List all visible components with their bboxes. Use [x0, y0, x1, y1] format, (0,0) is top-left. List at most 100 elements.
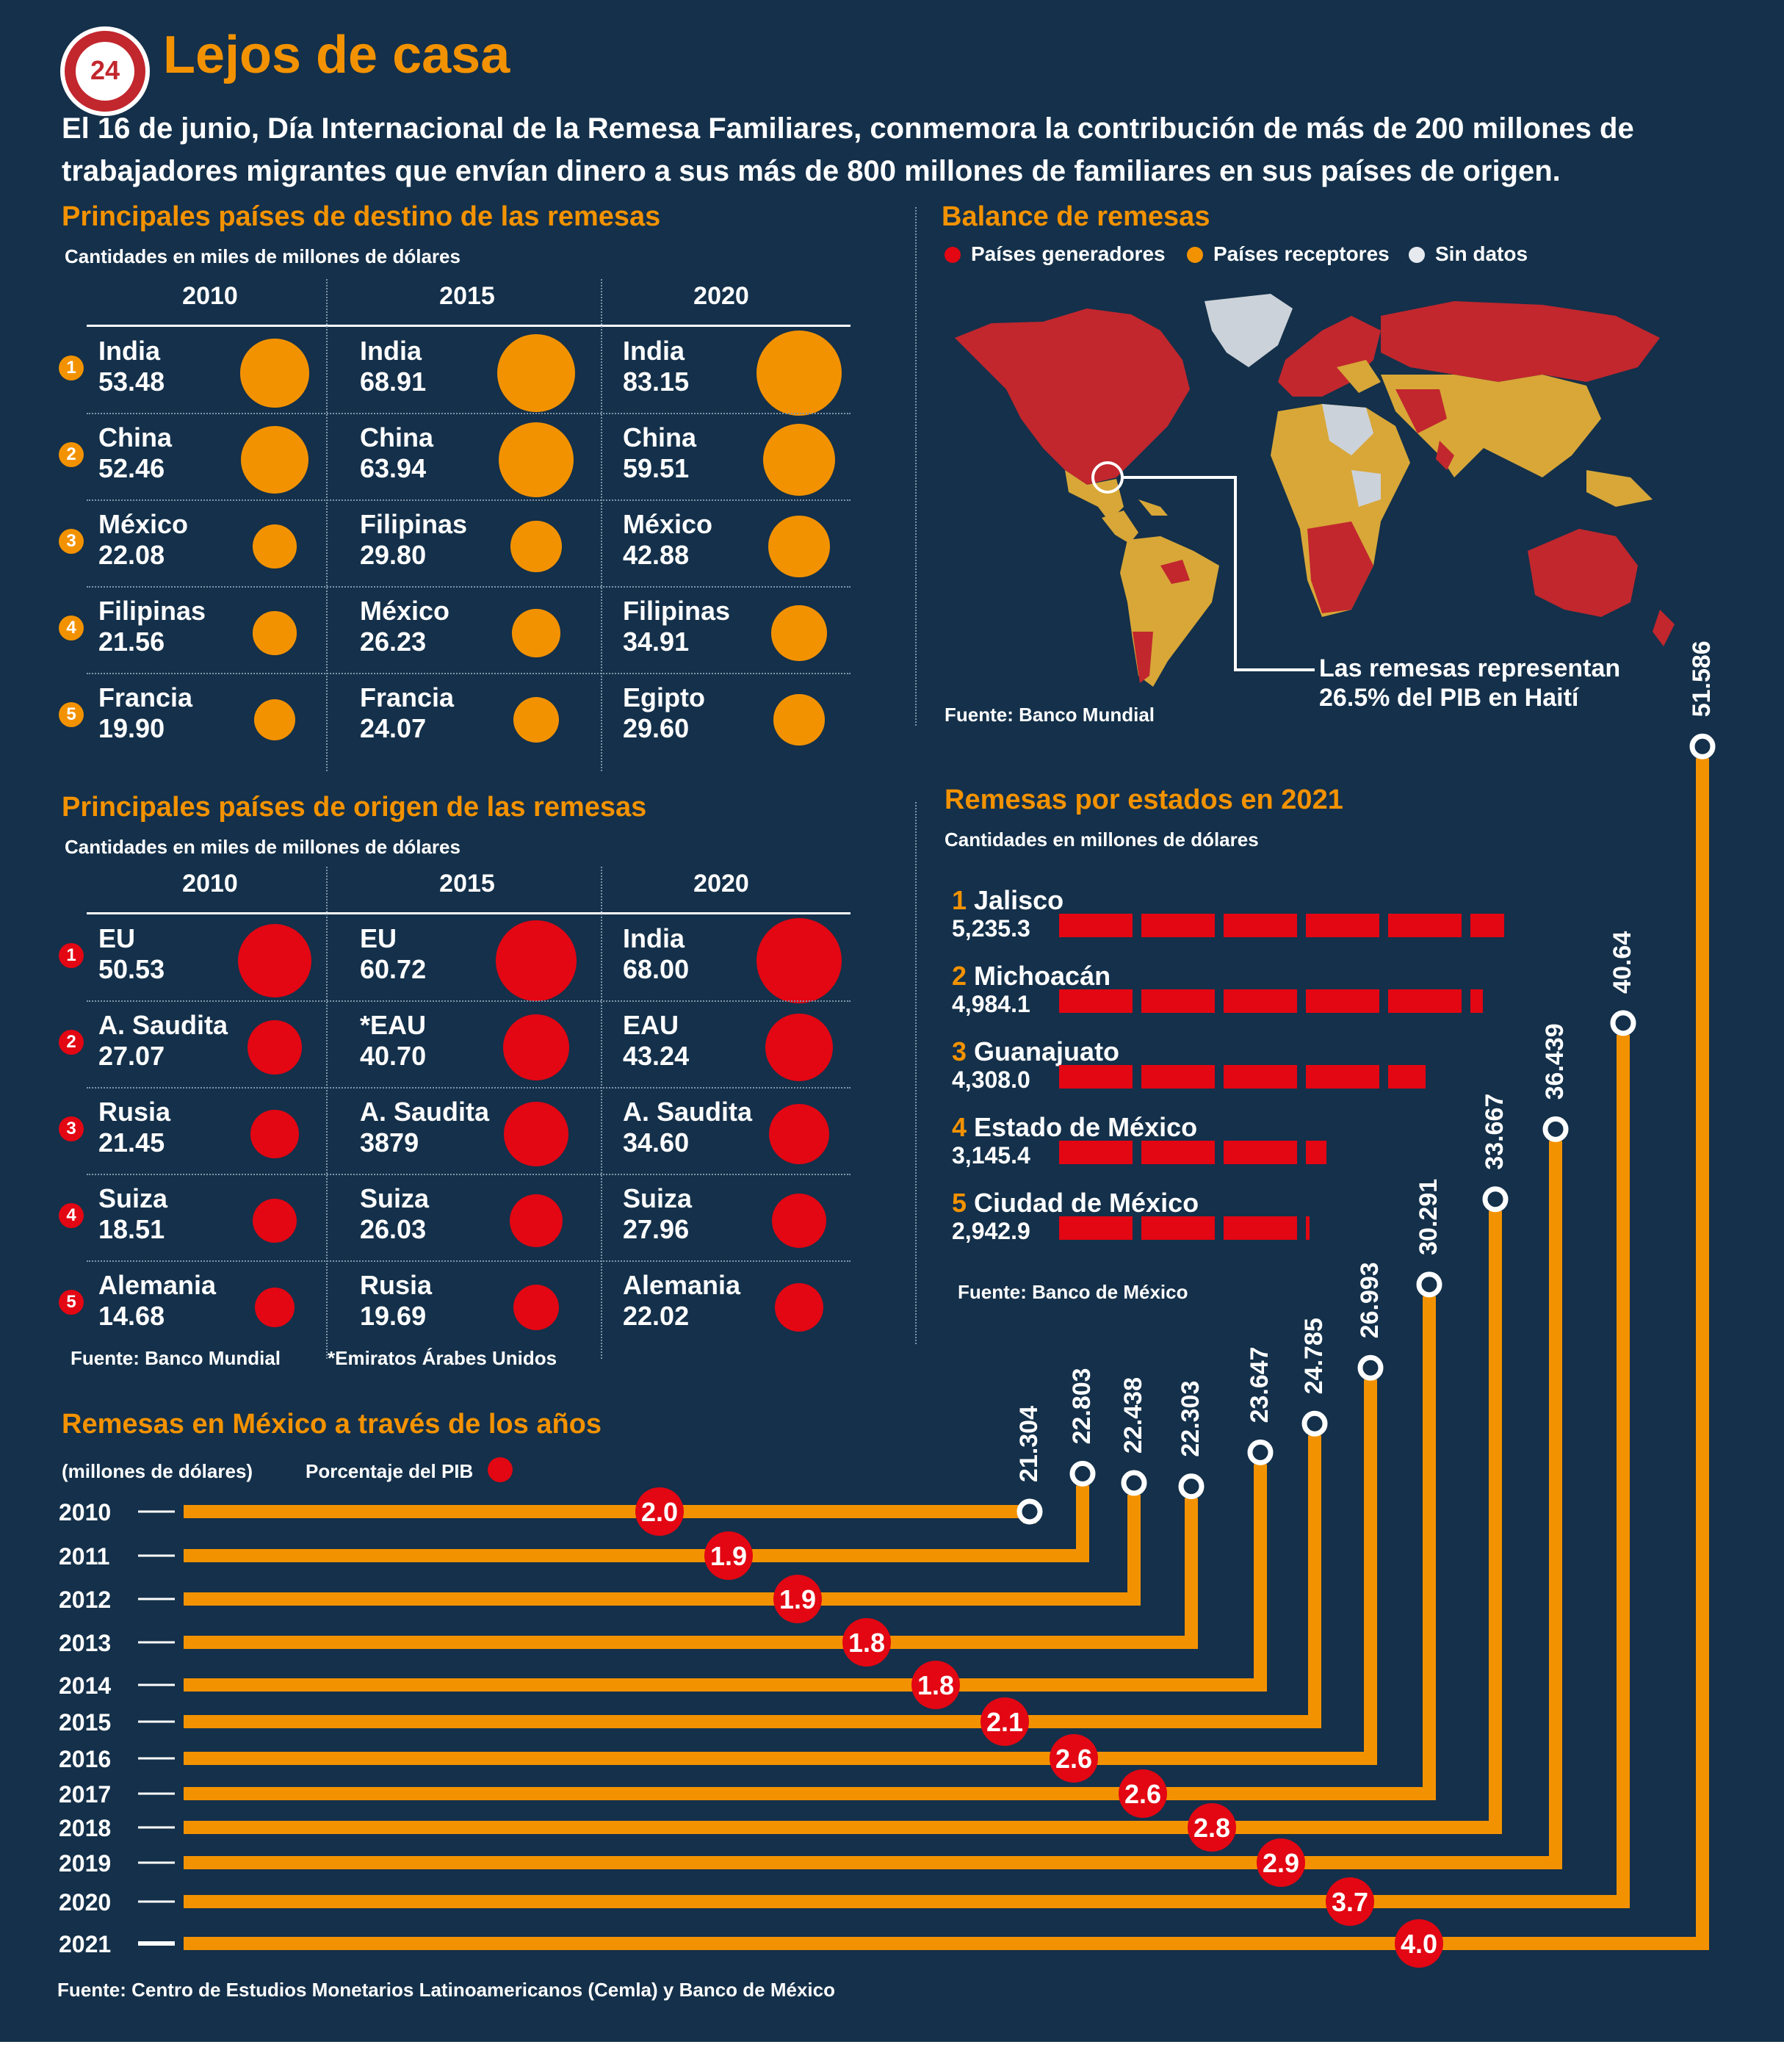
haiti-callout-line — [1122, 476, 1315, 671]
value-bubble — [250, 1110, 299, 1158]
state-label: Estado de México — [967, 1112, 1198, 1142]
origen-subtitle: Cantidades en miles de millones de dólar… — [65, 836, 461, 858]
state-bar-segment — [1141, 914, 1215, 937]
country-name: Francia — [98, 682, 193, 712]
country-value: 59.51 — [623, 453, 690, 483]
country-value: 53.48 — [98, 367, 165, 397]
country-value: 26.23 — [360, 627, 427, 657]
row-divider — [87, 413, 851, 414]
value-label: 22.303 — [1177, 1381, 1205, 1457]
value-label: 21.304 — [1015, 1406, 1043, 1482]
column-divider — [601, 279, 602, 771]
state-bar-segment — [1224, 989, 1297, 1013]
state-value: 4,308.0 — [952, 1066, 1030, 1093]
state-rank: 3 — [952, 1036, 967, 1066]
haiti-callout: Las remesas representan 26.5% del PIB en… — [1319, 654, 1621, 712]
value-bubble — [503, 1014, 569, 1080]
value-bubble — [496, 920, 577, 1001]
rank-badge: 1 — [59, 355, 84, 380]
year-label: 2013 — [59, 1630, 111, 1656]
country-name: Francia — [360, 682, 455, 712]
state-bar-segment — [1224, 1216, 1297, 1240]
country-name: EU — [360, 923, 397, 953]
year-label: 2020 — [59, 1889, 111, 1916]
destino-title: Principales países de destino de las rem… — [62, 201, 661, 232]
south-america — [1120, 536, 1219, 687]
estados-subtitle: Cantidades en millones de dólares — [945, 829, 1259, 851]
country-value: 27.96 — [623, 1214, 690, 1244]
country-value: 14.68 — [98, 1301, 165, 1331]
country-name: Suiza — [360, 1183, 430, 1213]
state-name: 5 Ciudad de México — [952, 1188, 1199, 1218]
state-label: Guanajuato — [967, 1036, 1120, 1066]
state-rank: 2 — [952, 961, 967, 991]
legend-dot-receptores — [1187, 247, 1203, 263]
country-value: 63.94 — [360, 453, 427, 483]
country-value: 50.53 — [98, 954, 165, 984]
rank-badge: 3 — [59, 1116, 84, 1141]
value-bubble — [255, 1288, 295, 1327]
page-title: Lejos de casa — [163, 26, 510, 84]
table-header-rule — [87, 325, 851, 327]
pib-point — [1395, 1919, 1443, 1968]
remesas-line — [184, 1464, 1267, 1692]
country-name: México — [98, 509, 189, 539]
year-label: 2015 — [59, 1709, 111, 1736]
svg-text:24: 24 — [90, 55, 120, 85]
state-value: 4,984.1 — [952, 991, 1030, 1017]
value-point — [1069, 1460, 1096, 1487]
country-value: 29.80 — [360, 540, 427, 570]
value-point — [1016, 1498, 1043, 1525]
country-name: Rusia — [360, 1270, 433, 1300]
value-bubble — [248, 1020, 302, 1075]
rank-badge: 4 — [59, 1203, 84, 1228]
value-point — [1610, 1010, 1636, 1036]
rank-badge: 5 — [59, 1290, 84, 1315]
country-name: A. Saudita — [623, 1097, 753, 1127]
value-bubble — [771, 605, 827, 661]
country-value: 60.72 — [360, 954, 427, 984]
legend-generadores: Países generadores — [971, 242, 1166, 265]
estados-title: Remesas por estados en 2021 — [945, 784, 1343, 815]
pib-label: 2.8 — [1193, 1813, 1230, 1843]
country-value: 3879 — [360, 1127, 419, 1158]
column-divider — [326, 279, 328, 771]
state-bar-segment — [1141, 1216, 1215, 1240]
africa — [1271, 404, 1410, 617]
state-label: Jalisco — [967, 885, 1064, 915]
country-name: Egipto — [623, 682, 705, 712]
year-header: 2020 — [693, 282, 749, 310]
country-name: EAU — [623, 1010, 679, 1040]
country-value: 22.02 — [623, 1301, 690, 1331]
value-point — [1121, 1470, 1147, 1496]
row-divider — [87, 1087, 851, 1089]
row-divider — [87, 1260, 851, 1262]
value-label: 22.438 — [1119, 1377, 1147, 1454]
value-bubble — [510, 521, 562, 572]
pib-label: 4.0 — [1401, 1929, 1437, 1959]
mexico-title: Remesas en México a través de los años — [62, 1409, 602, 1440]
state-bar-segment — [1059, 989, 1133, 1013]
country-name: Alemania — [98, 1270, 217, 1300]
pib-point — [1257, 1838, 1305, 1887]
state-bar-segment — [1059, 1216, 1133, 1240]
remesas-line — [184, 1494, 1141, 1606]
state-bar-segment — [1388, 914, 1462, 937]
year-header: 2015 — [439, 870, 495, 898]
row-divider — [87, 499, 851, 501]
state-bar-segment — [1141, 1065, 1215, 1089]
country-value: 29.60 — [623, 713, 690, 743]
value-bubble — [240, 339, 309, 408]
legend-sin-datos: Sin datos — [1435, 242, 1528, 265]
balance-legend: Países generadores Países receptores Sin… — [945, 242, 1679, 272]
country-name: Filipinas — [623, 596, 731, 626]
rank-badge: 4 — [59, 616, 84, 640]
state-label: Michoacán — [967, 961, 1111, 991]
origen-source: Fuente: Banco Mundial — [71, 1347, 281, 1369]
state-bar-segment — [1141, 989, 1215, 1013]
state-bar-segment — [1141, 1141, 1215, 1164]
year-header: 2010 — [182, 870, 238, 898]
pib-label: 2.1 — [986, 1707, 1023, 1737]
country-name: Suiza — [98, 1183, 168, 1213]
